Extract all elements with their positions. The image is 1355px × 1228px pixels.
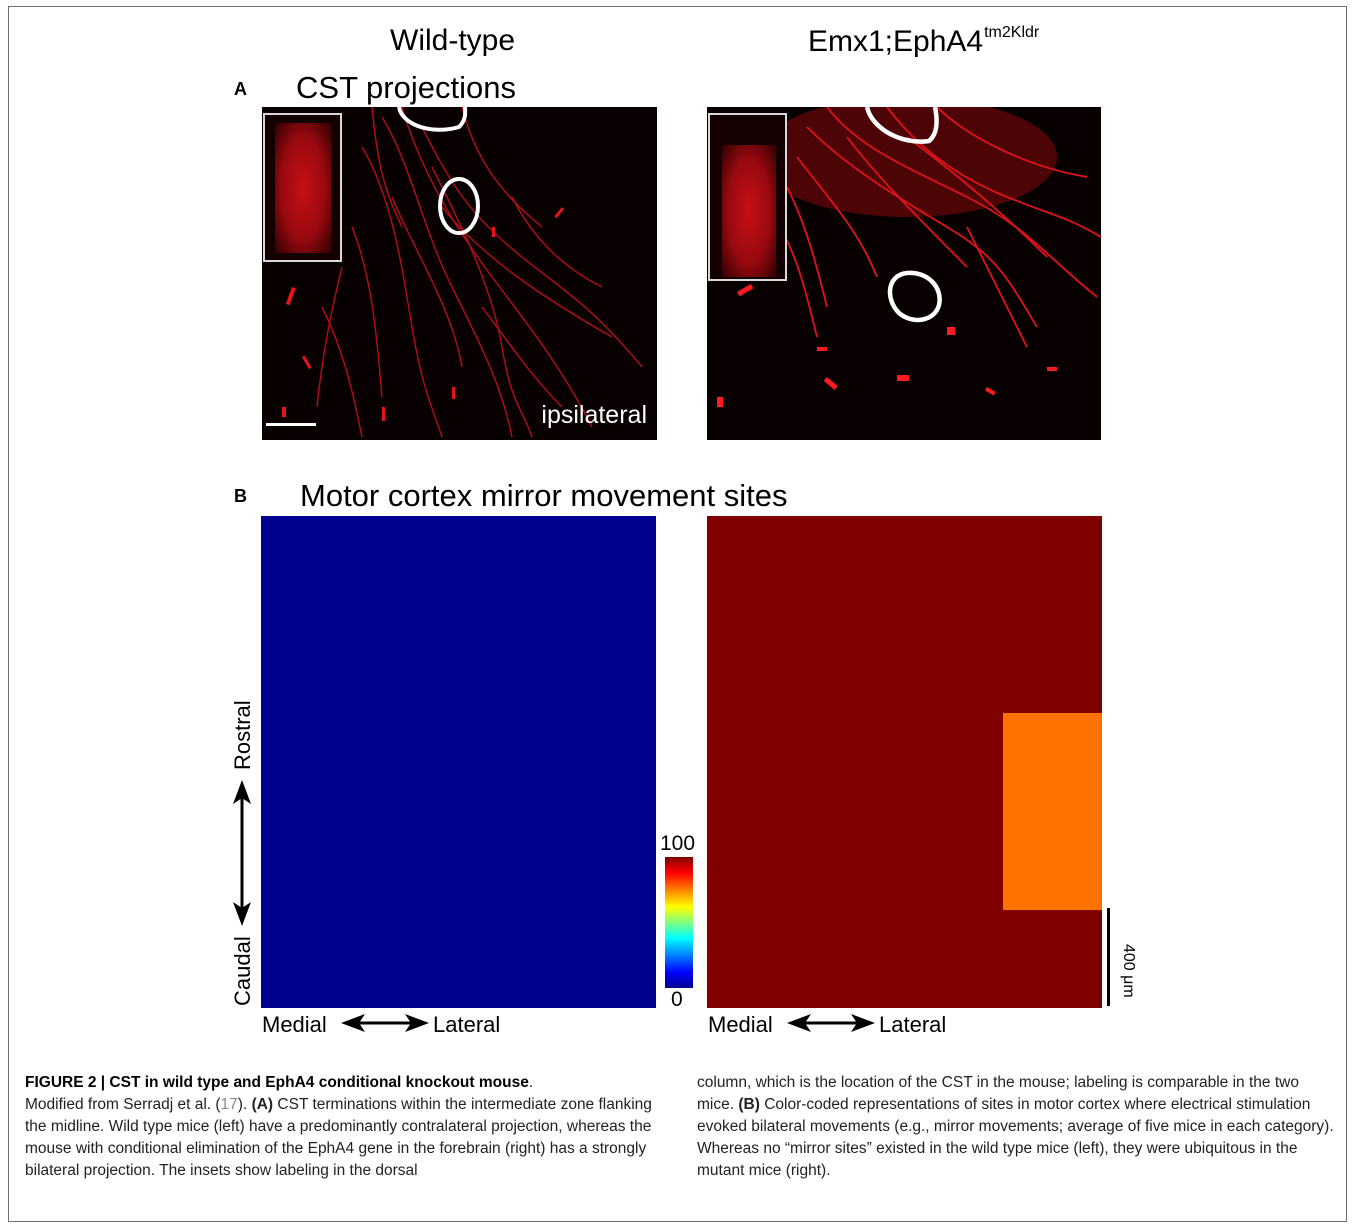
wild-type-fibers: [266, 107, 643, 438]
medial-label-right: Medial: [708, 1012, 773, 1037]
rostral-caudal-arrow: [233, 780, 251, 926]
panel-a-letter: A: [234, 79, 247, 99]
medial-lateral-arrow-left: [341, 1014, 429, 1032]
rostral-label: Rostral: [230, 700, 255, 770]
medial-label-left: Medial: [262, 1012, 327, 1037]
colorbar-max-label: 100: [660, 832, 696, 855]
mutant-micrograph: [707, 107, 1101, 440]
scale-bar: [1107, 908, 1110, 1006]
scale-bar-label: 400 μm: [1120, 944, 1137, 998]
caption-source-post: ).: [237, 1096, 248, 1113]
mutant-fibers: [717, 107, 1101, 407]
lateral-label-right: Lateral: [879, 1012, 947, 1037]
wild-type-micrograph: ipsilateral: [262, 107, 657, 440]
mutant-heatmap: [707, 516, 1102, 1008]
caption-a-text: CST terminations within the intermediate…: [25, 1096, 652, 1179]
medial-lateral-arrow-right: [787, 1014, 875, 1032]
figure-label: FIGURE 2 | CST in wild type and EphA4 co…: [25, 1074, 529, 1091]
wild-type-heatmap: [261, 516, 656, 1008]
caption-b-text: Color-coded representations of sites in …: [697, 1096, 1334, 1179]
reference-link[interactable]: 17: [220, 1096, 238, 1113]
mirror-site-hotspot: [1003, 713, 1102, 910]
mutant-inset: [708, 113, 787, 281]
colorbar: [665, 857, 693, 988]
caption-right-column: column, which is the location of the CST…: [697, 1072, 1337, 1182]
lateral-label-left: Lateral: [433, 1012, 501, 1037]
colorbar-min-label: 0: [671, 988, 683, 1011]
caudal-label: Caudal: [230, 936, 255, 1006]
caption-right-pre: column, which is the location of the CST…: [697, 1074, 1299, 1113]
panel-a-title: CST projections: [296, 70, 516, 105]
caption-source-pre: Modified from Serradj et al. (: [25, 1096, 221, 1113]
ipsilateral-label: ipsilateral: [541, 401, 647, 429]
wild-type-title: Wild-type: [390, 24, 516, 57]
caption-b-marker: (B): [738, 1096, 760, 1113]
panel-b-letter: B: [234, 486, 247, 506]
caption-left-column: FIGURE 2 | CST in wild type and EphA4 co…: [25, 1072, 655, 1182]
figure-label-period: .: [528, 1074, 534, 1091]
panel-b-title: Motor cortex mirror movement sites: [300, 478, 788, 513]
mutant-title: Emx1;EphA4tm2Kldr: [808, 24, 1040, 58]
figure-frame: [8, 6, 1347, 1222]
caption-a-marker: (A): [251, 1096, 274, 1113]
wild-type-inset: [263, 113, 342, 262]
